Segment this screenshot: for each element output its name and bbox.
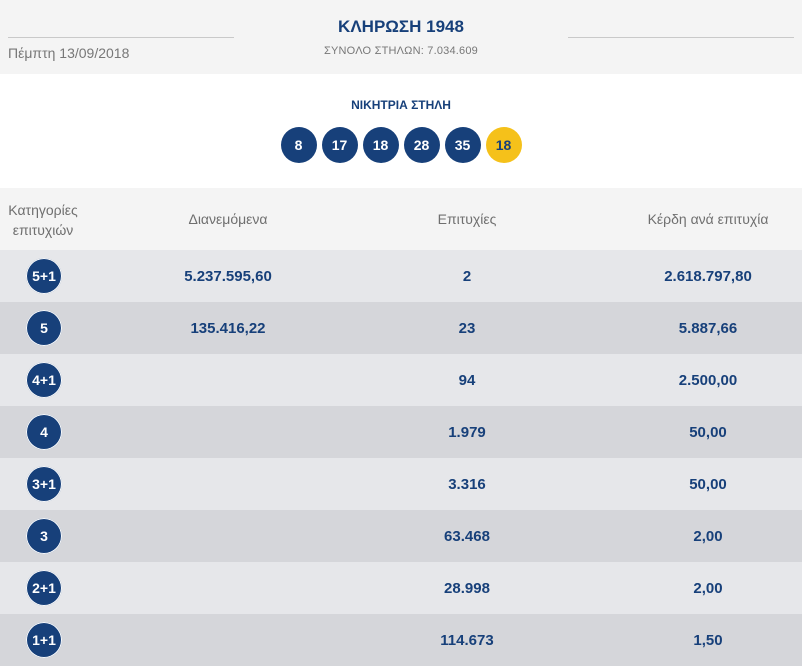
draw-date: Πέμπτη 13/09/2018 [8, 45, 130, 61]
prize-amount: 2,00 [693, 580, 723, 597]
successes-count: 114.673 [440, 632, 494, 649]
winning-ball: 35 [444, 127, 481, 163]
winning-ball: 28 [403, 127, 440, 163]
prize-amount: 50,00 [689, 476, 727, 493]
distributed-amount: 135.416,22 [190, 320, 266, 337]
table-row: 3+1 3.316 50,00 [0, 458, 802, 510]
draw-header: Πέμπτη 13/09/2018 ΚΛΗΡΩΣΗ 1948 ΣΥΝΟΛΟ ΣΤ… [0, 0, 802, 74]
successes-count: 23 [458, 320, 476, 337]
winning-column-label: ΝΙΚΗΤΡΙΑ ΣΤΗΛΗ [351, 98, 451, 112]
category-badge: 4 [26, 414, 62, 450]
results-table-body: 5+1 5.237.595,60 2 2.618.797,80 5 135.41… [0, 250, 802, 666]
category-badge: 4+1 [26, 362, 62, 398]
successes-count: 63.468 [444, 528, 490, 545]
total-columns: ΣΥΝΟΛΟ ΣΤΗΛΩΝ: 7.034.609 [324, 45, 478, 57]
results-table-header: Κατηγορίες επιτυχιών Διανεμόμενα Επιτυχί… [0, 188, 802, 250]
successes-count: 28.998 [444, 580, 490, 597]
table-row: 2+1 28.998 2,00 [0, 562, 802, 614]
category-badge: 5 [26, 310, 62, 346]
prize-amount: 5.887,66 [678, 320, 738, 337]
category-badge: 3 [26, 518, 62, 554]
header-divider-right [568, 37, 794, 38]
winning-ball: 17 [321, 127, 358, 163]
header-category: Κατηγορίες επιτυχιών [8, 202, 78, 238]
successes-count: 2 [462, 268, 472, 285]
category-badge: 5+1 [26, 258, 62, 294]
prize-amount: 50,00 [689, 424, 727, 441]
table-row: 1+1 114.673 1,50 [0, 614, 802, 666]
winning-numbers: 8 17 18 28 35 18 [0, 127, 802, 163]
header-divider-left [8, 37, 234, 38]
draw-title: ΚΛΗΡΩΣΗ 1948 [338, 17, 464, 36]
table-row: 3 63.468 2,00 [0, 510, 802, 562]
header-prize: Κέρδη ανά επιτυχία [647, 211, 769, 227]
table-row: 4 1.979 50,00 [0, 406, 802, 458]
category-badge: 1+1 [26, 622, 62, 658]
table-row: 4+1 94 2.500,00 [0, 354, 802, 406]
prize-amount: 2,00 [693, 528, 723, 545]
successes-count: 3.316 [448, 476, 486, 493]
joker-ball: 18 [485, 127, 522, 163]
table-row: 5+1 5.237.595,60 2 2.618.797,80 [0, 250, 802, 302]
prize-amount: 2.500,00 [678, 372, 738, 389]
prize-amount: 2.618.797,80 [664, 268, 752, 285]
header-distributed: Διανεμόμενα [188, 211, 268, 227]
prize-amount: 1,50 [693, 632, 723, 649]
category-badge: 3+1 [26, 466, 62, 502]
successes-count: 94 [458, 372, 476, 389]
header-successes: Επιτυχίες [437, 211, 497, 227]
table-row: 5 135.416,22 23 5.887,66 [0, 302, 802, 354]
winning-ball: 18 [362, 127, 399, 163]
successes-count: 1.979 [448, 424, 486, 441]
category-badge: 2+1 [26, 570, 62, 606]
distributed-amount: 5.237.595,60 [184, 268, 272, 285]
winning-ball: 8 [280, 127, 317, 163]
